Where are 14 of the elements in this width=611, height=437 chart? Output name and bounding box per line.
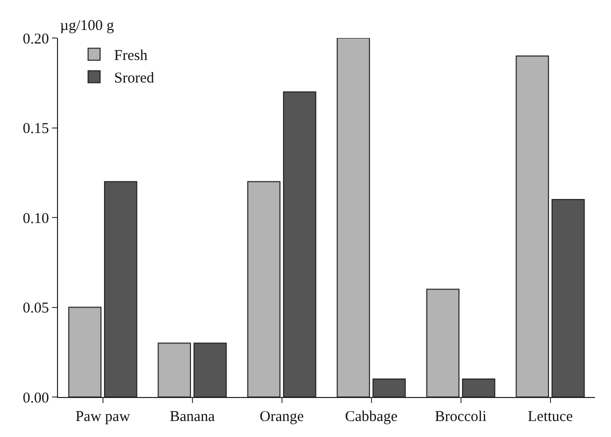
y-tick-label: 0.00 (22, 390, 49, 406)
y-tick-label: 0.20 (22, 31, 49, 48)
x-tick-label: Broccoli (434, 409, 487, 425)
legend-label: Fresh (114, 48, 148, 64)
y-axis-title: µg/100 g (60, 18, 115, 34)
x-tick-label: Lettuce (528, 409, 574, 425)
x-tick-label: Banana (170, 409, 216, 425)
y-tick-label: 0.10 (22, 210, 49, 227)
x-tick-label: Cabbage (345, 409, 398, 425)
x-tick-label: Orange (260, 409, 304, 425)
legend-label: Srored (114, 70, 155, 87)
x-tick-label: Paw paw (75, 409, 130, 425)
y-tick-label: 0.05 (22, 300, 49, 316)
y-tick-label: 0.15 (22, 121, 49, 137)
